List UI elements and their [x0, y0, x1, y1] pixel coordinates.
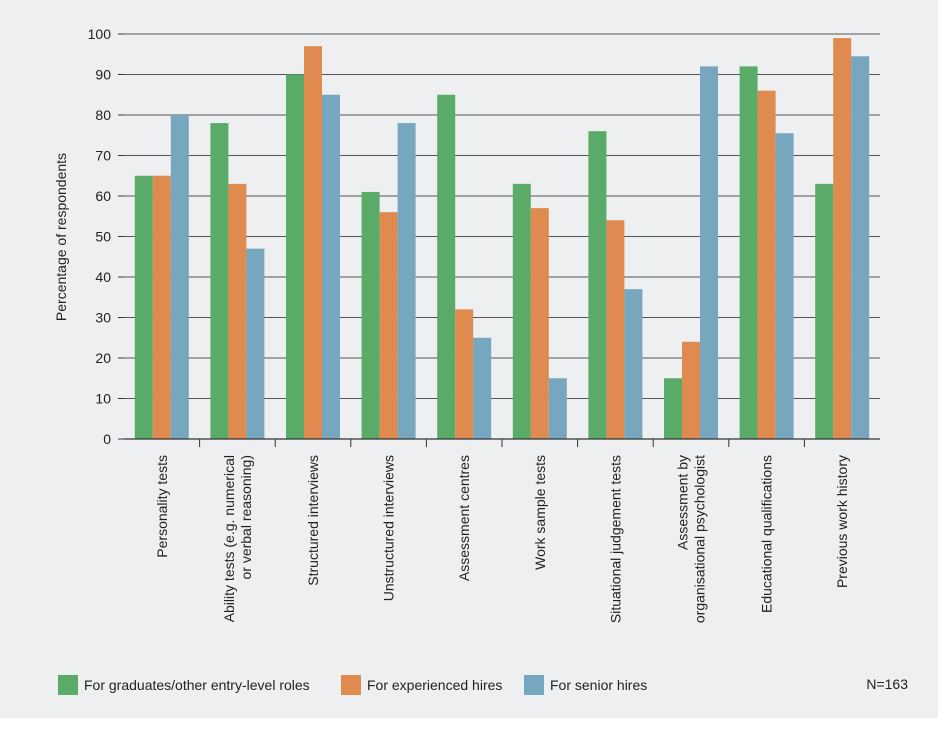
bars	[134, 38, 870, 440]
category-label: Educational qualifications	[759, 455, 775, 613]
category-label: Unstructured interviews	[381, 455, 397, 601]
bar	[170, 115, 189, 439]
bar	[530, 208, 549, 439]
bar	[437, 94, 456, 439]
bar	[606, 220, 625, 439]
category-label: Assessment centres	[456, 455, 472, 581]
legend-item-entry-level: For graduates/other entry-level roles	[58, 674, 310, 696]
axes	[118, 33, 880, 447]
bar	[379, 212, 398, 439]
category-label: Work sample tests	[532, 455, 548, 570]
bar	[588, 131, 607, 439]
legend-item-senior: For senior hires	[524, 674, 647, 696]
bar	[833, 38, 852, 440]
bar	[322, 94, 340, 439]
category-label: Situational judgement tests	[607, 455, 623, 623]
bar	[548, 378, 567, 439]
y-tick-label: 40	[95, 269, 111, 285]
category-label: Structured interviews	[305, 455, 321, 586]
legend-swatch-entry-level	[58, 675, 78, 695]
bar	[304, 46, 322, 440]
bar	[682, 341, 700, 439]
bar	[397, 123, 416, 439]
legend-label-experienced: For experienced hires	[367, 677, 503, 693]
bar	[152, 175, 171, 439]
y-tick-label: 80	[95, 107, 111, 123]
bar	[624, 289, 643, 439]
legend: For graduates/other entry-level roles Fo…	[58, 674, 908, 696]
bar	[700, 66, 718, 440]
y-tick-label: 60	[95, 188, 111, 204]
legend-swatch-senior	[524, 675, 544, 695]
y-tick-label: 10	[95, 391, 111, 407]
category-labels: Personality tests Ability tests (e.g. num…	[154, 455, 850, 623]
bar	[664, 378, 682, 439]
bar	[512, 183, 531, 439]
legend-swatch-experienced	[341, 675, 361, 695]
y-tick-label: 0	[103, 431, 111, 447]
bar	[210, 123, 229, 439]
y-tick-label: 90	[95, 67, 111, 83]
sample-size-note: N=163	[866, 676, 908, 692]
y-tick-labels: 0 10 20 30 40 50 60 70 80 90 100	[88, 26, 112, 447]
category-label: Ability tests (e.g. numerical	[221, 455, 237, 622]
bar	[286, 74, 304, 439]
bar	[134, 175, 153, 439]
bar-chart: 0 10 20 30 40 50 60 70 80 90 100 Personality tests…	[53, 26, 880, 623]
category-label: or verbal reasoning)	[238, 455, 254, 580]
bar	[757, 90, 776, 439]
bar	[473, 337, 492, 439]
bar	[739, 66, 758, 440]
bar	[851, 56, 870, 440]
bar	[775, 133, 794, 439]
category-label: Personality tests	[154, 455, 170, 558]
category-label: organisational psychologist	[692, 455, 708, 623]
bar	[455, 309, 474, 439]
bar	[361, 191, 380, 439]
y-tick-label: 50	[95, 229, 111, 245]
legend-label-senior: For senior hires	[550, 677, 648, 693]
legend-label-entry-level: For graduates/other entry-level roles	[84, 677, 310, 693]
y-tick-label: 100	[88, 26, 112, 42]
y-tick-label: 70	[95, 148, 111, 164]
y-tick-label: 30	[95, 310, 111, 326]
bar	[246, 248, 265, 439]
bar	[228, 183, 247, 439]
y-tick-label: 20	[95, 350, 111, 366]
y-axis-label: Percentage of respondents	[53, 153, 69, 321]
legend-item-experienced: For experienced hires	[341, 674, 502, 696]
category-label: Previous work history	[834, 455, 850, 588]
bar	[815, 183, 834, 439]
category-label: Assessment by	[675, 455, 691, 550]
